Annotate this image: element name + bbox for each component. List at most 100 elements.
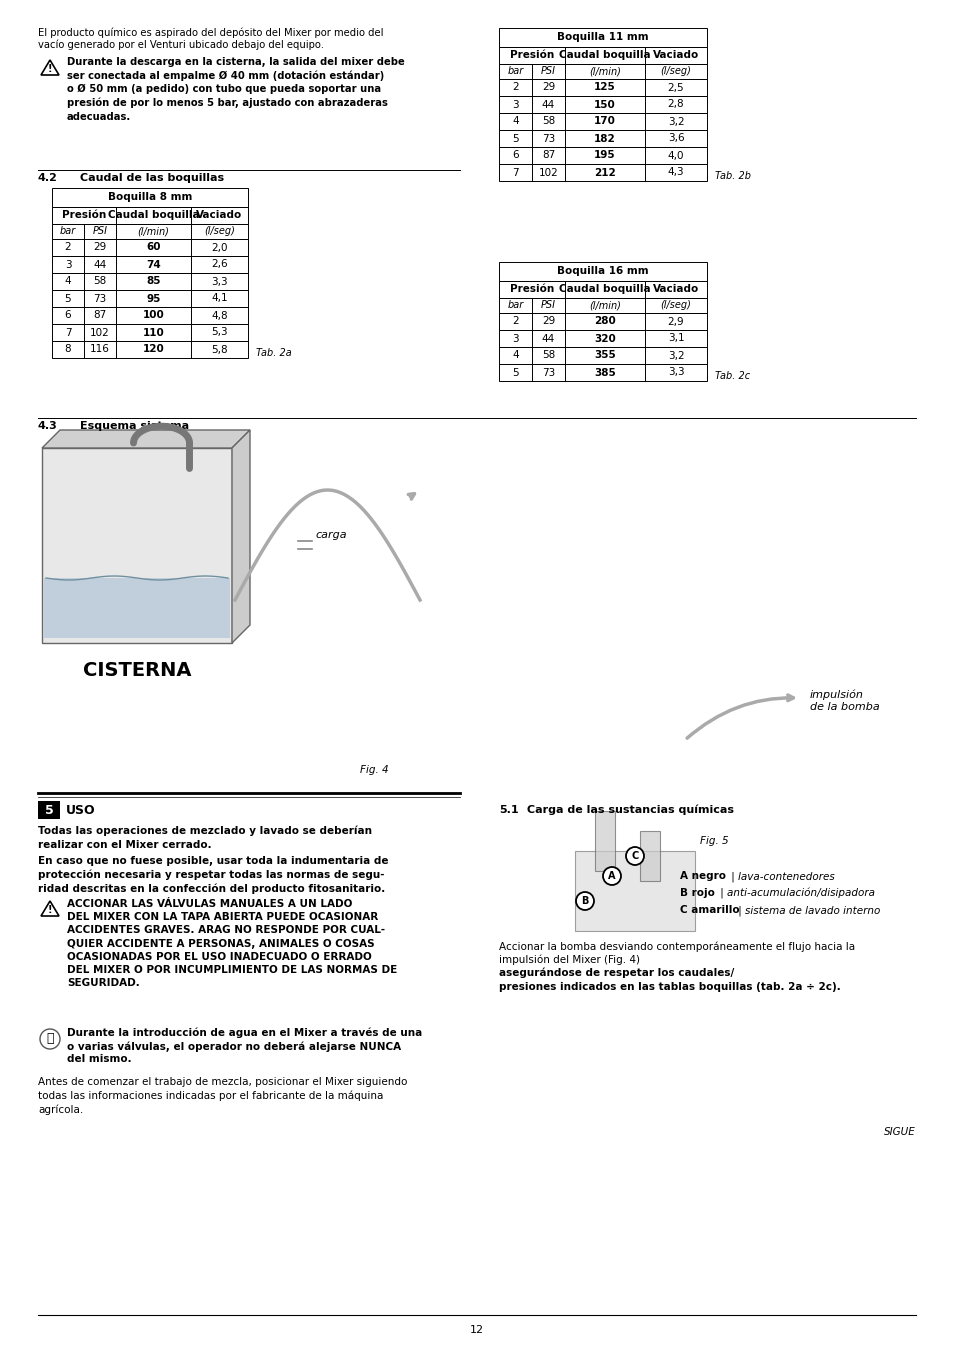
Bar: [498, 113, 706, 130]
Text: (l/seg): (l/seg): [659, 301, 691, 310]
Text: 6: 6: [65, 310, 71, 320]
Text: A negro: A negro: [679, 871, 725, 882]
Text: CISTERNA: CISTERNA: [83, 662, 191, 680]
Text: (l/min): (l/min): [588, 301, 620, 310]
Text: 7: 7: [512, 167, 518, 177]
Bar: [52, 342, 248, 358]
Text: 12: 12: [470, 1324, 483, 1335]
Text: Caudal boquilla: Caudal boquilla: [108, 211, 199, 220]
Text: | anti-acumulación/disipadora: | anti-acumulación/disipadora: [717, 888, 874, 899]
Bar: [498, 329, 706, 347]
Text: 116: 116: [90, 344, 110, 355]
Bar: [38, 801, 60, 819]
Text: 73: 73: [93, 293, 107, 304]
Text: 58: 58: [93, 277, 107, 286]
Text: C: C: [631, 850, 638, 861]
Text: C amarillo: C amarillo: [679, 904, 739, 915]
Circle shape: [602, 867, 620, 886]
Bar: [498, 63, 706, 80]
Text: 355: 355: [594, 351, 616, 360]
Text: ACCIONAR LAS VÁLVULAS MANUALES A UN LADO
DEL MIXER CON LA TAPA ABIERTA PUEDE OCA: ACCIONAR LAS VÁLVULAS MANUALES A UN LADO…: [67, 899, 396, 988]
Text: (l/seg): (l/seg): [659, 66, 691, 77]
Bar: [498, 281, 706, 298]
Text: 385: 385: [594, 367, 616, 378]
Text: del mismo.: del mismo.: [67, 1054, 132, 1064]
Text: bar: bar: [507, 301, 523, 310]
Text: (l/min): (l/min): [137, 227, 170, 236]
Text: 120: 120: [143, 344, 164, 355]
Bar: [52, 239, 248, 256]
Text: 60: 60: [146, 243, 161, 252]
Text: 3,3: 3,3: [667, 367, 683, 378]
Text: 4: 4: [512, 116, 518, 127]
Text: 7: 7: [65, 328, 71, 338]
Text: 4,1: 4,1: [211, 293, 228, 304]
Bar: [52, 290, 248, 306]
Text: 29: 29: [541, 316, 555, 327]
Text: Tab. 2b: Tab. 2b: [714, 171, 750, 181]
Text: Fig. 4: Fig. 4: [359, 765, 388, 775]
Text: 3,6: 3,6: [667, 134, 683, 143]
Bar: [498, 298, 706, 313]
Text: impulsión
de la bomba: impulsión de la bomba: [809, 690, 879, 711]
Text: 280: 280: [594, 316, 616, 327]
Text: Vaciado: Vaciado: [652, 50, 699, 61]
Text: 85: 85: [146, 277, 161, 286]
Text: Todas las operaciones de mezclado y lavado se deberían
realizar con el Mixer cer: Todas las operaciones de mezclado y lava…: [38, 826, 372, 849]
Text: (l/seg): (l/seg): [204, 227, 234, 236]
Bar: [498, 163, 706, 181]
Text: 2: 2: [512, 82, 518, 93]
Text: 8: 8: [65, 344, 71, 355]
Text: 2,6: 2,6: [211, 259, 228, 270]
Bar: [52, 324, 248, 342]
Text: 2,8: 2,8: [667, 100, 683, 109]
Text: 2: 2: [65, 243, 71, 252]
Text: Vaciado: Vaciado: [196, 211, 242, 220]
Text: Presión: Presión: [509, 285, 554, 294]
Text: Vaciado: Vaciado: [652, 285, 699, 294]
Text: 4.2: 4.2: [38, 173, 58, 184]
Text: Presión: Presión: [509, 50, 554, 61]
Text: 3: 3: [512, 333, 518, 343]
Bar: [498, 28, 706, 47]
Text: 74: 74: [146, 259, 161, 270]
Text: Caudal boquilla: Caudal boquilla: [558, 50, 650, 61]
Text: Caudal de las boquillas: Caudal de las boquillas: [80, 173, 224, 184]
Text: 6: 6: [512, 150, 518, 161]
Text: asegurándose de respetar los caudales/
presiones indicados en las tablas boquill: asegurándose de respetar los caudales/ p…: [498, 968, 840, 992]
Text: 29: 29: [93, 243, 107, 252]
Bar: [498, 80, 706, 96]
Text: PSI: PSI: [92, 227, 108, 236]
Bar: [498, 313, 706, 329]
Text: bar: bar: [60, 227, 76, 236]
Text: 5: 5: [512, 367, 518, 378]
Text: 212: 212: [594, 167, 616, 177]
Text: 29: 29: [541, 82, 555, 93]
Polygon shape: [42, 431, 250, 448]
Text: 73: 73: [541, 367, 555, 378]
Text: 195: 195: [594, 150, 616, 161]
Text: 44: 44: [541, 333, 555, 343]
Text: Antes de comenzar el trabajo de mezcla, posicionar el Mixer siguiendo
todas las : Antes de comenzar el trabajo de mezcla, …: [38, 1077, 407, 1115]
Text: 3,3: 3,3: [211, 277, 228, 286]
Bar: [498, 130, 706, 147]
Bar: [498, 147, 706, 163]
Text: Tab. 2c: Tab. 2c: [714, 371, 749, 381]
Text: 2,5: 2,5: [667, 82, 683, 93]
Text: 87: 87: [93, 310, 107, 320]
Text: Boquilla 8 mm: Boquilla 8 mm: [108, 193, 192, 202]
Text: 3: 3: [512, 100, 518, 109]
Circle shape: [576, 892, 594, 910]
Text: carga: carga: [314, 531, 346, 540]
Text: vacío generado por el Venturi ubicado debajo del equipo.: vacío generado por el Venturi ubicado de…: [38, 40, 324, 50]
Bar: [52, 306, 248, 324]
Text: 3,2: 3,2: [667, 351, 683, 360]
Text: o varias válvulas, el operador no deberá alejarse NUNCA: o varias válvulas, el operador no deberá…: [67, 1041, 400, 1052]
Text: 150: 150: [594, 100, 616, 109]
Text: PSI: PSI: [540, 66, 556, 77]
Text: El producto químico es aspirado del depósito del Mixer por medio del: El producto químico es aspirado del depó…: [38, 28, 383, 39]
Bar: [52, 207, 248, 224]
Text: 2,9: 2,9: [667, 316, 683, 327]
Text: 95: 95: [146, 293, 160, 304]
Text: 5,3: 5,3: [211, 328, 228, 338]
